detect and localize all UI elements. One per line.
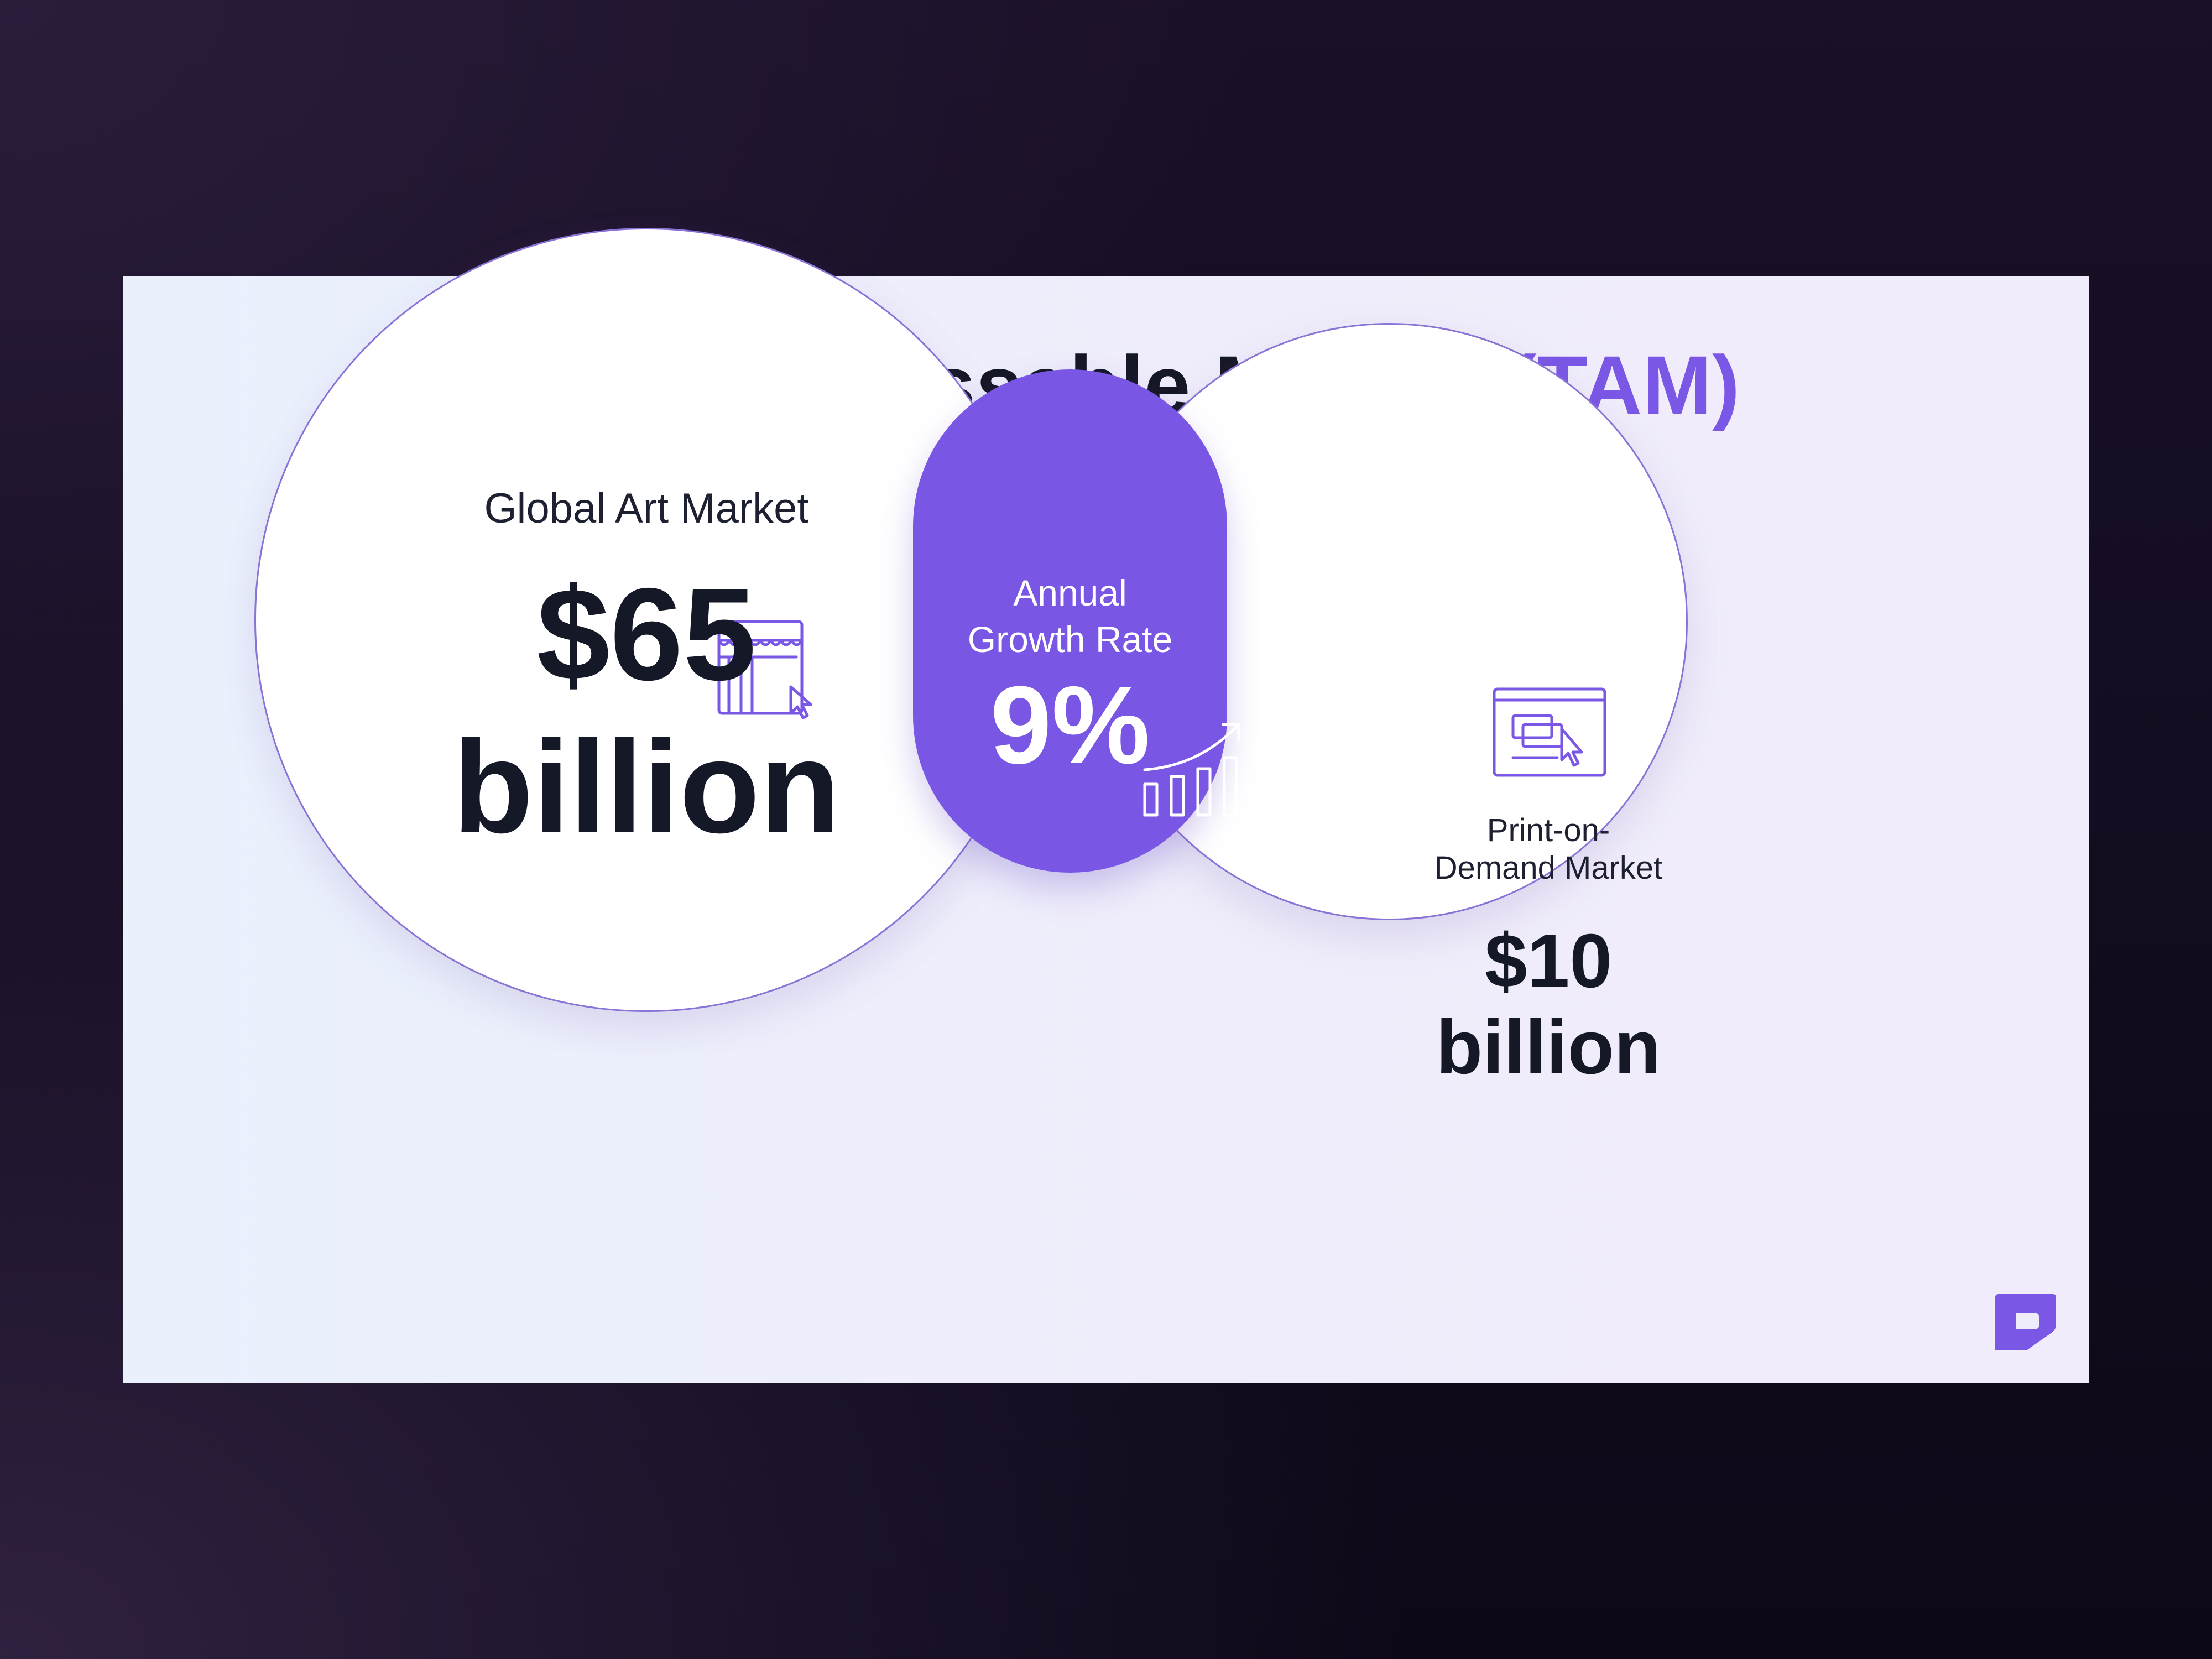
pod-label-line1: Print-on- bbox=[1486, 812, 1610, 848]
storefront-cursor-icon bbox=[717, 620, 812, 719]
pod-label-line2: Demand Market bbox=[1434, 850, 1663, 886]
print-on-demand-label: Print-on- Demand Market bbox=[1388, 812, 1709, 887]
print-on-demand-value: $10 billion bbox=[1388, 918, 1709, 1091]
growth-rate-value: 9% bbox=[990, 664, 1150, 787]
growth-label-line1: Annual bbox=[1013, 572, 1127, 613]
global-art-value-amount: $65 bbox=[536, 561, 757, 708]
pod-value-unit: billion bbox=[1436, 1005, 1661, 1090]
global-art-value-unit: billion bbox=[452, 714, 841, 860]
brand-logo-icon bbox=[1995, 1294, 2056, 1350]
growth-bar-chart-icon bbox=[1143, 723, 1240, 817]
pod-value-amount: $10 bbox=[1484, 919, 1613, 1004]
browser-click-icon bbox=[1493, 687, 1606, 777]
growth-label-line2: Growth Rate bbox=[967, 619, 1173, 660]
growth-rate-pill bbox=[913, 369, 1227, 873]
global-art-market-value: $65 billion bbox=[254, 559, 1039, 864]
global-art-market-label: Global Art Market bbox=[484, 485, 809, 532]
growth-rate-label: Annual Growth Rate bbox=[913, 570, 1227, 662]
